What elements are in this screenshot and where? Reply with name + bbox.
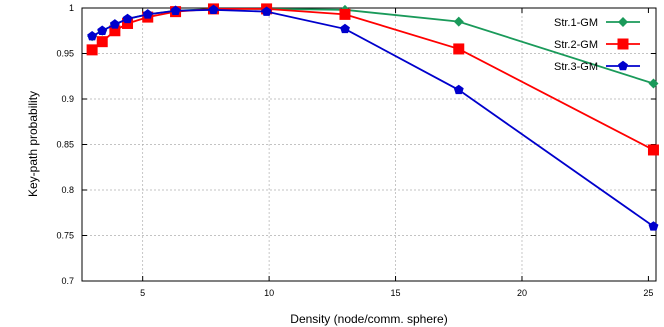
x-tick-label: 5 (140, 288, 145, 298)
y-tick-label: 0.7 (61, 276, 74, 286)
legend-marker (618, 60, 628, 71)
data-point (647, 144, 659, 156)
y-tick-label: 0.8 (61, 185, 74, 195)
legend-marker (618, 17, 628, 27)
data-point (648, 221, 659, 231)
legend: Str.1-GM Str.2-GM Str.3-GM (554, 17, 640, 73)
data-point (96, 36, 108, 48)
data-point (109, 25, 121, 37)
data-point (87, 31, 98, 41)
y-tick-label: 0.75 (56, 231, 74, 241)
y-tick-label: 0.95 (56, 49, 74, 59)
y-axis-label: Key-path probability (26, 91, 40, 197)
x-axis-label: Density (node/comm. sphere) (290, 312, 447, 326)
data-point (86, 44, 98, 56)
y-tick-label: 0.9 (61, 94, 74, 104)
y-tick-label: 0.85 (56, 140, 74, 150)
data-point (208, 4, 219, 15)
data-point (648, 78, 659, 89)
data-point (122, 17, 134, 29)
data-point (97, 25, 108, 35)
x-tick-label: 25 (643, 288, 653, 298)
x-tick-label: 15 (391, 288, 401, 298)
series-line (91, 8, 654, 151)
data-point (261, 6, 272, 16)
data-point (453, 16, 464, 27)
x-tick-label: 10 (264, 288, 274, 298)
legend-label: Str.3-GM (554, 61, 598, 73)
data-point (170, 5, 181, 15)
legend-entry: Str.2-GM (554, 38, 640, 51)
data-point (122, 13, 133, 24)
grid (82, 8, 656, 281)
y-tick-label: 1 (69, 3, 74, 13)
series-3 (87, 4, 659, 231)
legend-entry: Str.1-GM (554, 17, 640, 29)
legend-marker (617, 38, 629, 50)
series-lines (86, 3, 659, 231)
data-point (142, 9, 153, 19)
data-point (109, 19, 120, 29)
legend-label: Str.2-GM (554, 39, 598, 51)
data-point (453, 43, 465, 55)
legend-entry: Str.3-GM (554, 60, 640, 73)
data-point (340, 23, 350, 34)
data-point (339, 8, 351, 20)
legend-label: Str.1-GM (554, 17, 598, 29)
x-tick-label: 20 (517, 288, 527, 298)
data-point (453, 84, 464, 95)
